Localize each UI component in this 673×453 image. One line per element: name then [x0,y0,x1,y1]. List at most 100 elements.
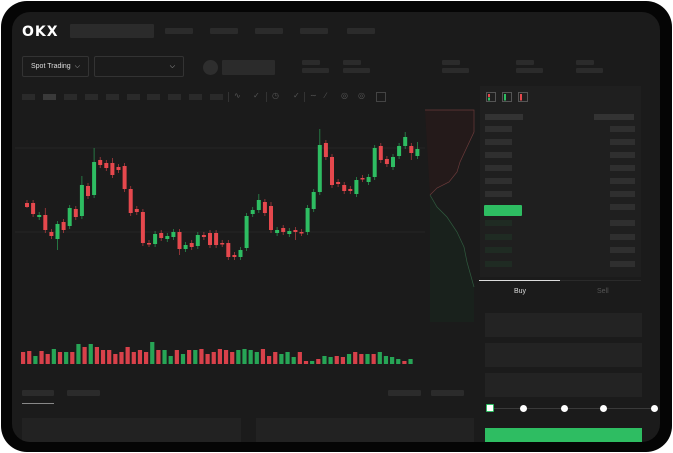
candle-body[interactable] [128,189,133,213]
nav-item[interactable] [300,28,328,34]
candle-body[interactable] [122,166,127,189]
candle-body[interactable] [415,149,420,156]
candle-body[interactable] [208,233,212,245]
candle-body[interactable] [281,228,286,232]
candle-body[interactable] [342,185,347,191]
candle-body[interactable] [244,216,249,248]
camera-icon[interactable]: ◎ [341,91,348,100]
candle-body[interactable] [220,243,225,245]
interval-button[interactable] [106,94,119,100]
candle-body[interactable] [43,215,48,230]
candle-body[interactable] [86,186,90,196]
candle-body[interactable] [348,189,353,191]
buy-submit-button[interactable] [485,428,642,442]
nav-item[interactable] [347,28,375,34]
tab-sell[interactable]: Sell [597,288,609,295]
candle-body[interactable] [366,177,371,182]
candle-body[interactable] [153,234,158,244]
settings-icon[interactable]: ◎ [358,91,365,100]
candle-body[interactable] [201,235,206,237]
interval-button[interactable] [127,94,140,100]
nav-item[interactable] [165,28,193,34]
slider-step-75[interactable] [600,405,607,412]
ruler-icon[interactable]: ∕ [325,91,327,100]
candle-body[interactable] [354,180,359,194]
slider-step-50[interactable] [561,405,568,412]
interval-button[interactable] [22,94,35,100]
fullscreen-icon[interactable] [376,92,386,102]
candle-body[interactable] [409,146,414,153]
candle-body[interactable] [287,231,292,234]
candle-body[interactable] [134,209,139,212]
candle-body[interactable] [336,182,341,184]
candle-body[interactable] [275,230,280,233]
candle-body[interactable] [67,208,72,226]
interval-button[interactable] [210,94,223,100]
okx-logo[interactable]: OKX [22,24,59,40]
candle-body[interactable] [323,143,328,157]
candle-body[interactable] [98,160,103,165]
candle-body[interactable] [378,146,383,160]
tab-order-history[interactable] [67,390,100,396]
drawing-line-icon[interactable]: ∼ [310,91,317,100]
slider-step-25[interactable] [520,405,527,412]
candle-body[interactable] [269,206,273,230]
candle-body[interactable] [397,146,402,156]
interval-button[interactable] [189,94,202,100]
price-input[interactable] [485,313,642,337]
candle-body[interactable] [299,232,304,234]
percent-slider-track[interactable] [489,408,655,409]
candle-body[interactable] [183,245,188,249]
candle-body[interactable] [92,162,97,195]
candle-body[interactable] [232,255,237,257]
chevron-icon[interactable]: ✓ [293,91,300,100]
candle-body[interactable] [293,230,298,232]
candle-body[interactable] [73,209,78,217]
candle-body[interactable] [171,232,176,237]
time-icon[interactable]: ◷ [272,91,279,100]
candle-body[interactable] [25,203,29,207]
candle-body[interactable] [116,167,121,170]
bids-only-icon[interactable] [502,92,512,102]
candle-body[interactable] [330,157,334,185]
candle-body[interactable] [79,185,84,216]
indicator-icon[interactable]: ∿ [234,91,241,100]
candle-body[interactable] [31,203,36,214]
candle-body[interactable] [311,192,316,209]
candle-body[interactable] [140,212,145,243]
pair-dropdown[interactable]: ⌵ [94,56,184,77]
interval-button[interactable] [168,94,181,100]
chart-type-icon[interactable]: ✓ [253,91,260,100]
total-input[interactable] [485,373,642,397]
candle-body[interactable] [165,236,170,239]
candle-body[interactable] [384,159,389,164]
candle-body[interactable] [189,243,194,247]
interval-button-active[interactable] [43,94,56,100]
filter-button[interactable] [388,390,421,396]
candle-body[interactable] [104,163,109,168]
candle-body[interactable] [360,178,365,180]
candle-body[interactable] [256,200,261,210]
candle-body[interactable] [195,235,200,246]
search-bar[interactable] [70,24,154,38]
amount-input[interactable] [485,343,642,367]
interval-button[interactable] [147,94,160,100]
candle-body[interactable] [372,148,377,177]
candle-body[interactable] [55,224,60,239]
filter-button[interactable] [431,390,464,396]
candle-body[interactable] [159,233,164,238]
candle-body[interactable] [305,208,310,232]
candle-body[interactable] [110,163,115,175]
candle-body[interactable] [250,210,255,214]
candle-body[interactable] [403,137,408,146]
candlestick-chart[interactable] [12,12,482,372]
market-type-dropdown[interactable]: Spot Trading ⌵ [22,56,89,77]
interval-button[interactable] [64,94,77,100]
both-sides-icon[interactable] [486,92,496,102]
candle-body[interactable] [226,243,231,257]
slider-step-100[interactable] [651,405,658,412]
percent-slider-handle[interactable] [486,404,494,412]
candle-body[interactable] [37,215,42,217]
candle-body[interactable] [262,202,267,213]
candle-body[interactable] [238,250,243,257]
